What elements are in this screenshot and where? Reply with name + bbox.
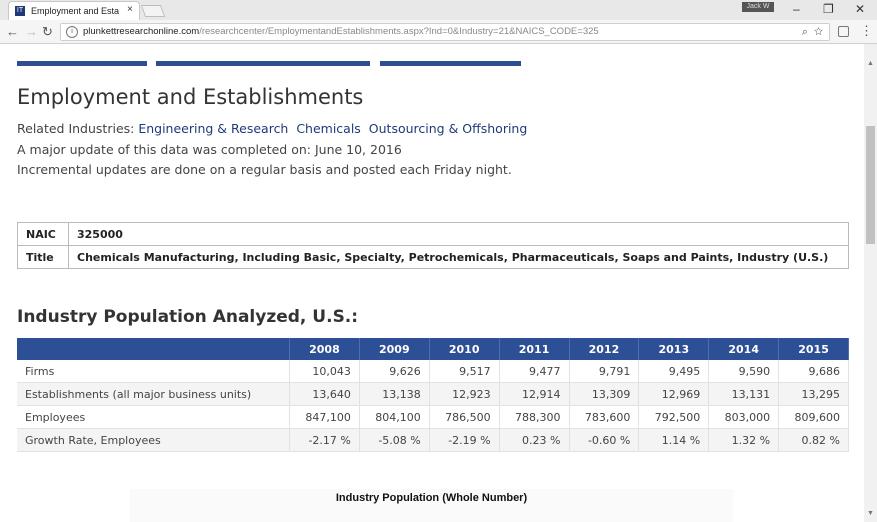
year-header: 2011 xyxy=(499,338,570,360)
table-cell: 9,495 xyxy=(638,360,710,383)
page-title: Employment and Establishments xyxy=(17,85,364,109)
table-cell: 9,477 xyxy=(499,360,570,383)
year-header: 2008 xyxy=(289,338,360,360)
incremental-updates-text: Incremental updates are done on a regula… xyxy=(17,162,512,177)
close-window-icon[interactable]: ✕ xyxy=(855,2,866,16)
naic-row: NAIC 325000 xyxy=(17,222,849,246)
related-link-outsourcing[interactable]: Outsourcing & Offshoring xyxy=(368,121,528,136)
table-cell: 803,000 xyxy=(708,405,780,429)
browser-tab[interactable]: IT Employment and Establi × xyxy=(8,1,140,20)
table-cell: -2.19 % xyxy=(429,428,500,452)
info-icon[interactable]: i xyxy=(66,26,78,38)
row-label: Firms xyxy=(17,360,290,383)
row-label: Establishments (all major business units… xyxy=(17,382,290,406)
table-cell: 0.82 % xyxy=(778,428,849,452)
table-cell: 13,295 xyxy=(778,382,849,406)
table-cell: -2.17 % xyxy=(289,428,360,452)
minimize-icon[interactable]: – xyxy=(793,2,800,16)
tab-title: Employment and Establi xyxy=(31,6,119,16)
url-text: plunkettresearchonline.com/researchcente… xyxy=(83,25,599,39)
url-input[interactable]: i plunkettresearchonline.com/researchcen… xyxy=(60,23,830,41)
population-table: 2008 2009 2010 2011 2012 2013 2014 2015 … xyxy=(17,338,849,452)
extension-icon[interactable] xyxy=(838,26,849,37)
related-link-engineering[interactable]: Engineering & Research xyxy=(138,121,289,136)
table-cell: 792,500 xyxy=(638,405,710,429)
table-cell: 13,131 xyxy=(708,382,780,406)
table-cell: -0.60 % xyxy=(569,428,640,452)
close-tab-icon[interactable]: × xyxy=(127,4,133,15)
row-label: Growth Rate, Employees xyxy=(17,428,290,452)
table-cell: 1.32 % xyxy=(708,428,780,452)
table-cell: -5.08 % xyxy=(359,428,430,452)
table-cell: 9,590 xyxy=(708,360,780,383)
table-row: Firms 10,043 9,626 9,517 9,477 9,791 9,4… xyxy=(17,360,849,383)
year-header: 2013 xyxy=(638,338,710,360)
table-cell: 13,640 xyxy=(289,382,360,406)
related-link-chemicals[interactable]: Chemicals xyxy=(296,121,361,136)
zoom-icon[interactable]: ⌕ xyxy=(801,26,808,38)
nav-tab-bar-3[interactable] xyxy=(380,61,521,66)
table-cell: 786,500 xyxy=(429,405,500,429)
table-cell: 12,969 xyxy=(638,382,710,406)
table-cell: 12,923 xyxy=(429,382,500,406)
naic-value: 325000 xyxy=(68,222,849,246)
scrollbar-thumb[interactable] xyxy=(866,126,875,244)
related-industries: Related Industries: Engineering & Resear… xyxy=(17,120,527,137)
menu-icon[interactable]: ⋮ xyxy=(860,23,873,38)
update-date-text: A major update of this data was complete… xyxy=(17,142,402,157)
table-cell: 809,600 xyxy=(778,405,849,429)
table-cell: 0.23 % xyxy=(499,428,570,452)
related-industries-label: Related Industries: xyxy=(17,121,139,136)
table-cell: 804,100 xyxy=(359,405,430,429)
new-tab-button[interactable] xyxy=(140,5,166,17)
table-cell: 1.14 % xyxy=(638,428,710,452)
table-row: Growth Rate, Employees -2.17 % -5.08 % -… xyxy=(17,428,849,452)
table-cell: 9,686 xyxy=(778,360,849,383)
table-cell: 783,600 xyxy=(569,405,640,429)
scroll-down-icon[interactable]: ▼ xyxy=(867,510,874,517)
table-cell: 13,309 xyxy=(569,382,640,406)
year-header: 2009 xyxy=(359,338,430,360)
section-title-population: Industry Population Analyzed, U.S.: xyxy=(17,307,359,327)
table-cell: 13,138 xyxy=(359,382,430,406)
year-header: 2015 xyxy=(778,338,849,360)
naic-key: NAIC xyxy=(17,222,69,246)
restore-icon[interactable]: ❐ xyxy=(823,2,834,16)
table-row: Employees 847,100 804,100 786,500 788,30… xyxy=(17,405,849,429)
table-cell: 9,791 xyxy=(569,360,640,383)
naic-table: NAIC 325000 Title Chemicals Manufacturin… xyxy=(17,222,849,269)
table-cell: 12,914 xyxy=(499,382,570,406)
year-header: 2010 xyxy=(429,338,500,360)
table-cell: 788,300 xyxy=(499,405,570,429)
nav-tab-bar-1[interactable] xyxy=(17,61,147,66)
naic-title-row: Title Chemicals Manufacturing, Including… xyxy=(17,245,849,269)
year-header: 2012 xyxy=(569,338,640,360)
page-scrollbar[interactable]: ▲ ▼ xyxy=(864,44,877,522)
url-path: /researchcenter/EmploymentandEstablishme… xyxy=(199,26,599,37)
reload-icon[interactable]: ↻ xyxy=(42,24,53,39)
header-blank xyxy=(17,338,290,360)
table-cell: 10,043 xyxy=(289,360,360,383)
url-host: plunkettresearchonline.com xyxy=(83,26,200,37)
year-header: 2014 xyxy=(708,338,780,360)
table-cell: 9,517 xyxy=(429,360,500,383)
address-toolbar: ← → ↻ i plunkettresearchonline.com/resea… xyxy=(0,20,877,44)
table-cell: 847,100 xyxy=(289,405,360,429)
naic-title-key: Title xyxy=(17,245,69,269)
back-icon[interactable]: ← xyxy=(6,24,19,39)
population-header-row: 2008 2009 2010 2011 2012 2013 2014 2015 xyxy=(17,338,849,360)
table-cell: 9,626 xyxy=(359,360,430,383)
scroll-up-icon[interactable]: ▲ xyxy=(867,60,874,67)
browser-tab-bar: IT Employment and Establi × Jack W – ❐ ✕ xyxy=(0,0,877,20)
star-icon[interactable]: ☆ xyxy=(814,26,823,38)
naic-title-value: Chemicals Manufacturing, Including Basic… xyxy=(68,245,849,269)
table-row: Establishments (all major business units… xyxy=(17,382,849,406)
forward-icon[interactable]: → xyxy=(25,24,38,39)
profile-badge[interactable]: Jack W xyxy=(742,2,774,12)
nav-tab-bar-2[interactable] xyxy=(156,61,370,66)
chart-title: Industry Population (Whole Number) xyxy=(130,489,733,522)
row-label: Employees xyxy=(17,405,290,429)
site-favicon-icon: IT xyxy=(15,6,25,16)
